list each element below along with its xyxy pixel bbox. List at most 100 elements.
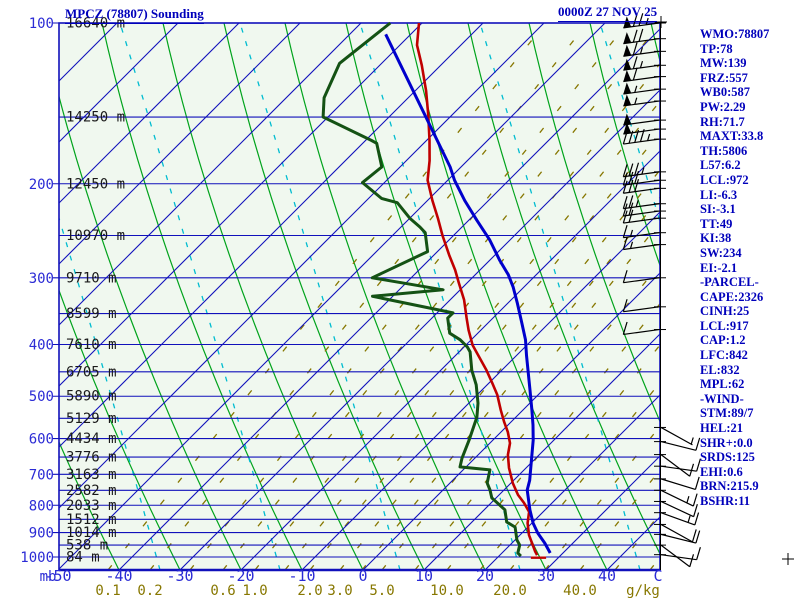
tick-label: g/kg xyxy=(626,583,660,599)
dewpoint-trace xyxy=(321,21,522,558)
stat-line: SW:234 xyxy=(700,245,742,260)
dry-adiabat-lines xyxy=(59,23,660,570)
tick-label: 400 xyxy=(29,338,54,354)
stat-line: STM:89/7 xyxy=(700,406,754,421)
tick-label: 700 xyxy=(29,467,54,483)
stat-line: PW:2.29 xyxy=(700,99,746,114)
tick-label: 6705 m xyxy=(66,364,117,380)
tick-label: 2582 m xyxy=(66,483,117,499)
tick-label: 30 xyxy=(537,567,555,585)
stat-line: FRZ:557 xyxy=(700,70,748,85)
tick-label: 800 xyxy=(29,498,54,514)
stat-line: EI:-2.1 xyxy=(700,260,738,275)
tick-label: -20 xyxy=(227,567,254,585)
tick-label: 600 xyxy=(29,432,54,448)
stat-line: SI:-3.1 xyxy=(700,202,736,217)
tick-label: 3163 m xyxy=(66,467,117,483)
stat-line: L57:6.2 xyxy=(700,158,741,173)
tick-label: 12450 m xyxy=(66,176,125,192)
tick-label: -50 xyxy=(44,567,71,585)
stat-line: TP:78 xyxy=(700,41,733,56)
tick-label: 40.0 xyxy=(563,583,597,599)
stat-line: SHR+:0.0 xyxy=(700,435,753,450)
tick-label: 0.6 xyxy=(210,583,235,599)
tick-label: 100 xyxy=(29,16,54,32)
isobar-lines xyxy=(53,22,660,558)
tick-label: 4434 m xyxy=(66,431,117,447)
stat-line: CAPE:2326 xyxy=(700,289,764,304)
stat-line: LCL:917 xyxy=(700,318,749,333)
stat-line: EHI:0.6 xyxy=(700,464,743,479)
datetime-label: 0000Z 27 NOV 25 xyxy=(558,4,658,22)
tick-label: 84 m xyxy=(66,550,100,566)
tick-label: 20 xyxy=(476,567,494,585)
tick-label: 2033 m xyxy=(66,498,117,514)
tick-label: 7610 m xyxy=(66,337,117,353)
stat-line: LI:-6.3 xyxy=(700,187,738,202)
tick-label: 10 xyxy=(415,567,433,585)
tick-label: 3776 m xyxy=(66,450,117,466)
isotherm-lines xyxy=(59,23,660,570)
temperature-trace xyxy=(415,22,539,556)
parcel-trace xyxy=(384,33,552,554)
tick-label: 0.1 xyxy=(95,583,120,599)
tick-label: -40 xyxy=(105,567,132,585)
stat-line: TH:5806 xyxy=(700,143,748,158)
tick-label: mb xyxy=(40,569,57,585)
stat-line: -PARCEL- xyxy=(700,275,759,290)
tick-label: 200 xyxy=(29,177,54,193)
stat-line: LCL:972 xyxy=(700,172,749,187)
tick-label: 5129 m xyxy=(66,411,117,427)
stat-line: CAP:1.2 xyxy=(700,333,746,348)
stat-line: TT:49 xyxy=(700,216,733,231)
tick-label: 5890 m xyxy=(66,389,117,405)
page-title: MPCZ (78807) Sounding xyxy=(65,6,204,24)
stat-line: BSHR:11 xyxy=(700,494,751,508)
stat-line: MPL:62 xyxy=(700,377,745,392)
tick-label: 1014 m xyxy=(66,525,117,541)
tick-label: 8599 m xyxy=(66,306,117,322)
stat-line: LFC:842 xyxy=(700,348,748,363)
stat-line: EL:832 xyxy=(700,362,740,377)
tick-label: 14250 m xyxy=(66,110,125,126)
sounding-traces xyxy=(321,21,552,559)
stat-line: MAXT:33.8 xyxy=(700,129,764,144)
tick-label: 900 xyxy=(29,526,54,542)
tick-label: 300 xyxy=(29,271,54,287)
moist-adiabat-lines xyxy=(59,23,660,570)
stat-line: WMO:78807 xyxy=(700,27,770,41)
stat-line: -WIND- xyxy=(700,391,744,406)
tick-label: 1512 m xyxy=(66,512,117,528)
stat-line: RH:71.7 xyxy=(700,114,745,129)
tick-label: -30 xyxy=(166,567,193,585)
stat-line: BRN:215.9 xyxy=(700,479,759,494)
tick-label: 0 xyxy=(358,567,367,585)
tick-label: 20.0 xyxy=(493,583,527,599)
tick-label: 2.0 xyxy=(297,583,322,599)
corner-marks xyxy=(655,16,794,565)
tick-label: 1.0 xyxy=(242,583,267,599)
tick-label: 10970 m xyxy=(66,228,125,244)
tick-label: 3.0 xyxy=(327,583,352,599)
tick-label: 10.0 xyxy=(430,583,464,599)
stat-line: KI:38 xyxy=(700,231,732,246)
tick-label: 9710 m xyxy=(66,270,117,286)
tick-label: 5.0 xyxy=(369,583,394,599)
tick-label: C xyxy=(653,567,662,585)
stat-line: WB0:587 xyxy=(700,85,750,100)
stat-line: SRDS:125 xyxy=(700,450,755,465)
stat-line: CINH:25 xyxy=(700,304,750,319)
tick-label: 1000 xyxy=(20,550,54,566)
stat-line: MW:139 xyxy=(700,56,747,71)
plot-background xyxy=(59,23,660,570)
tick-label: 40 xyxy=(598,567,616,585)
tick-label: -10 xyxy=(288,567,315,585)
stat-line: HEL:21 xyxy=(700,421,744,436)
wind-barbs xyxy=(622,13,701,570)
tick-label: 538 m xyxy=(66,538,108,554)
tick-label: 500 xyxy=(29,389,54,405)
tick-label: 0.2 xyxy=(137,583,162,599)
stats-panel: WMO:78807 TP:78 MW:139 FRZ:557 WB0:587 PW:2.2… xyxy=(700,27,800,509)
